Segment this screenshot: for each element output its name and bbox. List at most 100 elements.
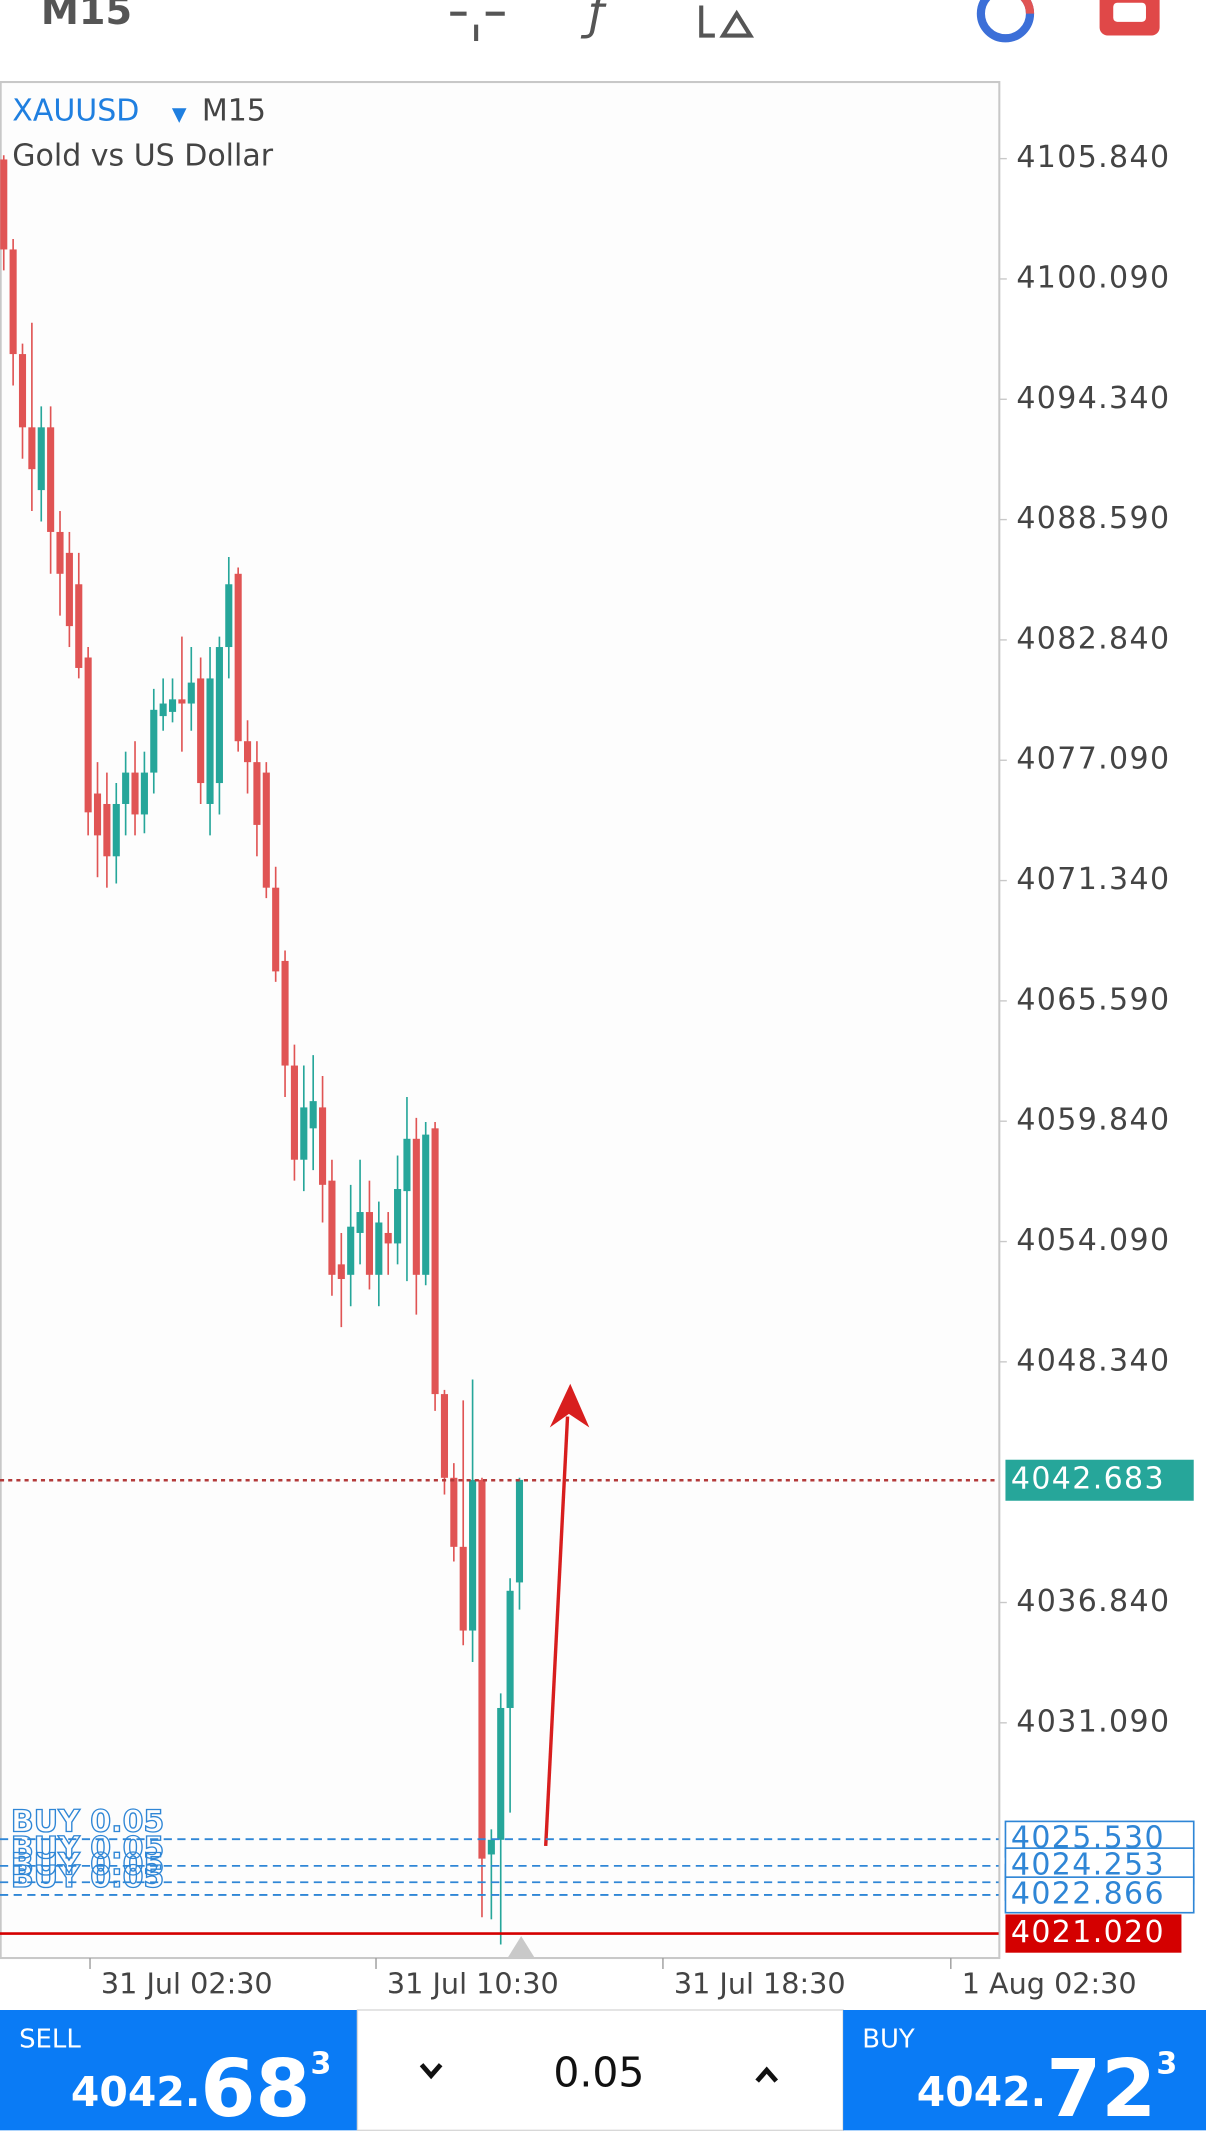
buy-price: 4042.723: [917, 2042, 1177, 2135]
candle-body: [75, 584, 83, 668]
candle-body: [18, 354, 27, 428]
x-tick-label: 31 Jul 10:30: [387, 1966, 559, 2000]
annotation-arrow: [543, 1416, 570, 1847]
volume-decrease[interactable]: [419, 2063, 443, 2080]
current-price-tag: [1005, 1459, 1194, 1501]
candle-body: [281, 960, 289, 1066]
y-tick-label: 4094.340: [1016, 381, 1170, 416]
account-icon-part: [1020, 0, 1035, 14]
candle-body: [131, 772, 139, 815]
candle-body: [28, 427, 36, 470]
candle-body: [140, 772, 148, 815]
candle-body: [262, 772, 270, 888]
buy-label: BUY: [862, 2025, 915, 2055]
candle-body: [365, 1212, 373, 1275]
crosshair-icon[interactable]: [450, 11, 505, 42]
sell-label: SELL: [19, 2025, 81, 2055]
current-bar-marker: [507, 1936, 535, 1959]
candle-body: [497, 1707, 505, 1840]
buy-button[interactable]: [843, 2010, 1206, 2131]
candle-body: [328, 1180, 336, 1275]
candle-body: [356, 1212, 364, 1233]
candle-body: [422, 1134, 430, 1275]
candle-body: [234, 573, 242, 742]
objects-icon[interactable]: [699, 5, 755, 38]
candle-body: [459, 1546, 467, 1631]
candle-body: [431, 1128, 439, 1395]
buy-price-sup: 3: [1156, 2046, 1177, 2081]
candle-body: [84, 657, 92, 813]
y-tick-label: 4088.590: [1016, 501, 1170, 536]
trade-icon-part: [1113, 2, 1146, 22]
low-price-label: 4021.020: [1011, 1915, 1165, 1950]
candle-body: [394, 1189, 402, 1244]
y-tick-label: 4031.090: [1016, 1704, 1170, 1739]
y-tick-label: 4100.090: [1016, 260, 1170, 295]
candle-body: [93, 793, 102, 836]
sell-button[interactable]: [0, 2010, 358, 2131]
low-price-tag: [1005, 1914, 1182, 1953]
position-price-tag: [1004, 1876, 1195, 1914]
candle-body: [9, 249, 17, 355]
candle-body: [375, 1222, 383, 1275]
y-tick-label: 4048.340: [1016, 1343, 1170, 1378]
sell-price-big: 68: [200, 2042, 310, 2135]
candle-body: [215, 647, 223, 784]
sell-price: 4042.683: [71, 2042, 331, 2135]
candle-body: [244, 741, 252, 763]
x-tick-label: 31 Jul 02:30: [101, 1966, 273, 2000]
volume-increase[interactable]: [755, 2066, 779, 2083]
y-tick-label: 4082.840: [1016, 621, 1170, 656]
candle-body: [384, 1232, 392, 1244]
plot: [0, 155, 524, 1945]
position-price-label: 4022.866: [1011, 1876, 1165, 1911]
y-tick-label: 4065.590: [1016, 982, 1170, 1017]
chart-area: [0, 81, 1001, 1960]
symbol-button[interactable]: XAUUSD: [12, 94, 139, 129]
candle-body: [159, 703, 167, 717]
current-price-label: 4042.683: [1011, 1462, 1165, 1497]
x-tick-label: 31 Jul 18:30: [674, 1966, 846, 2000]
candle-body: [403, 1138, 411, 1192]
symbol-description: Gold vs US Dollar: [12, 139, 273, 174]
candle-body: [450, 1477, 458, 1547]
candle-body: [225, 584, 233, 648]
candle-body: [253, 762, 261, 825]
candle-body: [187, 682, 195, 704]
x-tick-label: 1 Aug 02:30: [962, 1966, 1137, 2000]
buy-price-big: 72: [1046, 2042, 1156, 2135]
y-tick-label: 4077.090: [1016, 742, 1170, 777]
candle-body: [47, 427, 55, 532]
candle-body: [478, 1479, 486, 1859]
buy-price-main: 4042.: [917, 2068, 1046, 2116]
position-label: BUY 0.05: [11, 1847, 164, 1882]
candle-body: [122, 772, 130, 804]
candle-body: [300, 1107, 308, 1160]
candle-body: [412, 1138, 420, 1275]
candle-body: [178, 699, 186, 704]
y-tick-label: 4071.340: [1016, 862, 1170, 897]
sell-price-main: 4042.: [71, 2068, 200, 2116]
candle-body: [319, 1107, 327, 1185]
sell-price-sup: 3: [310, 2046, 331, 2081]
position-label: BUY 0.05: [11, 1831, 164, 1866]
timeframe-button[interactable]: M15: [41, 0, 132, 34]
candle-body: [103, 803, 111, 857]
volume-value[interactable]: 0.05: [553, 2049, 644, 2097]
candle-body: [337, 1264, 345, 1279]
candle-body: [65, 552, 73, 627]
candle-body: [487, 1839, 495, 1855]
position-label: BUY 0.05: [11, 1860, 164, 1895]
y-tick-label: 4054.090: [1016, 1223, 1170, 1258]
symbol-dropdown[interactable]: ▼: [172, 102, 187, 125]
candle-body: [56, 531, 64, 574]
candle-body: [0, 159, 8, 250]
position-label: BUY 0.05: [11, 1804, 164, 1839]
candle-body: [309, 1101, 317, 1129]
y-tick-label: 4105.840: [1016, 140, 1170, 175]
candle-body: [197, 678, 205, 784]
y-tick-label: 4059.840: [1016, 1103, 1170, 1138]
candle-body: [506, 1590, 514, 1708]
